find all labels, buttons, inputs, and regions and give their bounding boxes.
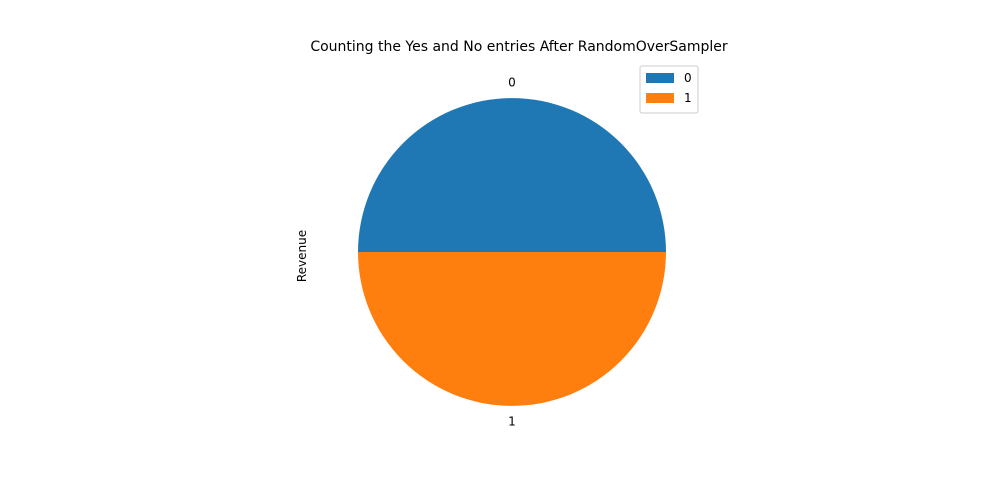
legend-swatch-1 <box>646 93 674 103</box>
y-axis-label: Revenue <box>295 230 309 282</box>
slice-label-1: 1 <box>508 414 516 428</box>
pie-slice-0 <box>358 98 666 252</box>
slice-label-0: 0 <box>508 76 516 90</box>
legend-label-1: 1 <box>684 91 692 105</box>
legend: 01 <box>640 66 698 113</box>
pie-slice-1 <box>358 252 666 406</box>
pie-slices <box>358 98 666 406</box>
legend-label-0: 0 <box>684 71 692 85</box>
chart-title: Counting the Yes and No entries After Ra… <box>310 39 728 55</box>
legend-swatch-0 <box>646 73 674 83</box>
